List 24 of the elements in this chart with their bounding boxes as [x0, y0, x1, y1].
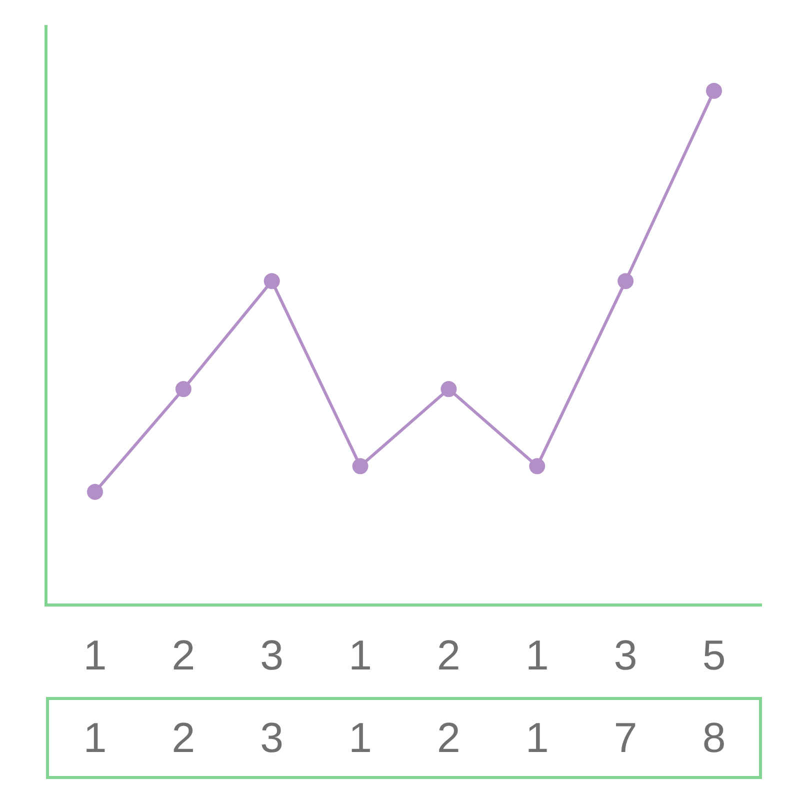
- text: 2: [437, 713, 460, 763]
- x-tick-label: 1: [83, 632, 107, 678]
- x-tick-label: 5: [702, 632, 726, 678]
- text: 8: [702, 713, 726, 763]
- text: 1: [83, 713, 107, 763]
- x-tick-label: 1: [525, 632, 549, 678]
- point: [618, 273, 634, 290]
- x-tick-label: 1: [348, 632, 372, 678]
- point: [352, 458, 368, 474]
- x-tick-label: 2: [437, 632, 460, 678]
- point: [87, 484, 103, 500]
- point: [264, 273, 280, 290]
- text: 1: [348, 713, 372, 763]
- point: [706, 82, 722, 99]
- point: [175, 381, 192, 398]
- x-tick-label: 2: [172, 632, 196, 678]
- x-tick-label: 3: [260, 632, 284, 678]
- point: [529, 458, 546, 474]
- point: [440, 381, 457, 398]
- text: 1: [525, 713, 549, 763]
- text: 7: [614, 713, 638, 763]
- text: 3: [260, 713, 284, 763]
- text: 2: [172, 713, 196, 763]
- x-tick-label: 3: [614, 632, 638, 678]
